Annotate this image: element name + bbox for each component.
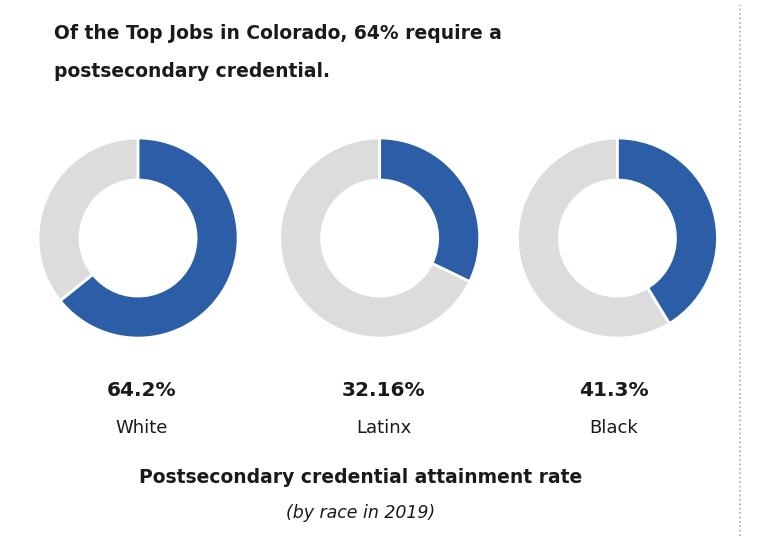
Wedge shape <box>617 138 717 324</box>
Wedge shape <box>380 138 479 281</box>
Text: 64.2%: 64.2% <box>107 381 176 400</box>
Wedge shape <box>518 138 670 338</box>
Wedge shape <box>38 138 138 301</box>
Text: postsecondary credential.: postsecondary credential. <box>54 62 330 81</box>
Text: 32.16%: 32.16% <box>341 381 426 400</box>
Wedge shape <box>60 138 238 338</box>
Text: (by race in 2019): (by race in 2019) <box>286 504 435 522</box>
Text: Latinx: Latinx <box>356 419 411 437</box>
Text: Black: Black <box>589 419 638 437</box>
Text: Of the Top Jobs in Colorado, 64% require a: Of the Top Jobs in Colorado, 64% require… <box>54 24 502 43</box>
Text: 41.3%: 41.3% <box>579 381 648 400</box>
Wedge shape <box>280 138 469 338</box>
Text: White: White <box>116 419 168 437</box>
Text: Postsecondary credential attainment rate: Postsecondary credential attainment rate <box>139 468 582 487</box>
